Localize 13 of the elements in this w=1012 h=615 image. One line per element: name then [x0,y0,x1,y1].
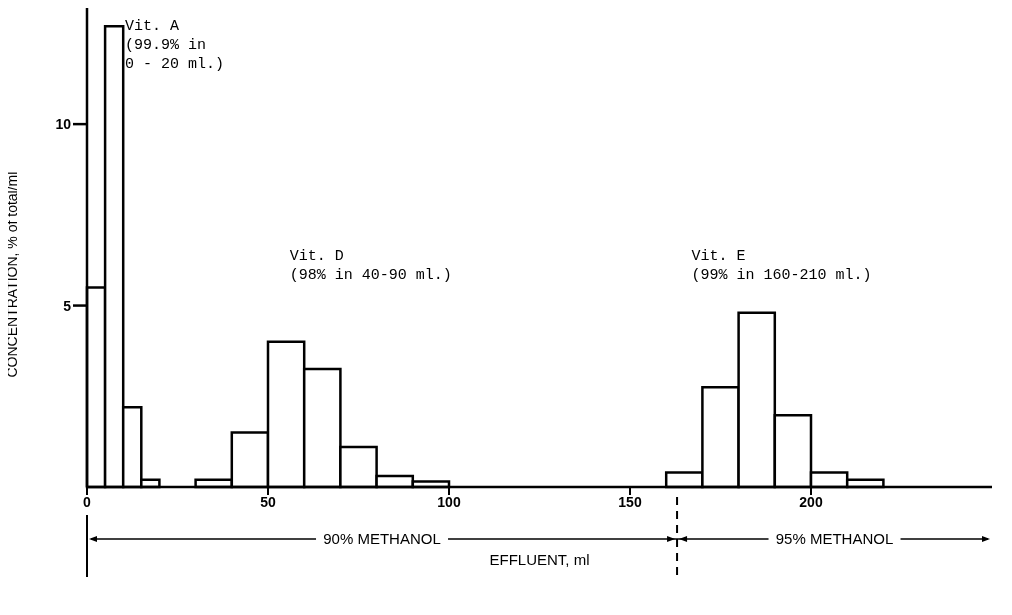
text: 90% METHANOL [323,530,441,547]
text: 95% METHANOL [775,530,894,547]
x-tick-label: 150 [618,493,642,510]
y-tick-label: 5 [63,297,72,314]
y-tick-label: 10 [55,116,72,133]
x-tick-label: 50 [260,493,276,510]
annotation: Vit. D (98% in 40-90 ml.) [289,247,452,284]
x-axis-title: EFFLUENT, ml [489,551,590,568]
x-tick-label: 200 [799,493,823,510]
x-tick-label: 0 [83,493,92,510]
annotation: Vit. E (99% in 160-210 ml.) [691,247,872,284]
x-tick-label: 100 [437,493,461,510]
annotation: Vit. A (99.9% in 0 - 20 ml.) [125,17,225,73]
